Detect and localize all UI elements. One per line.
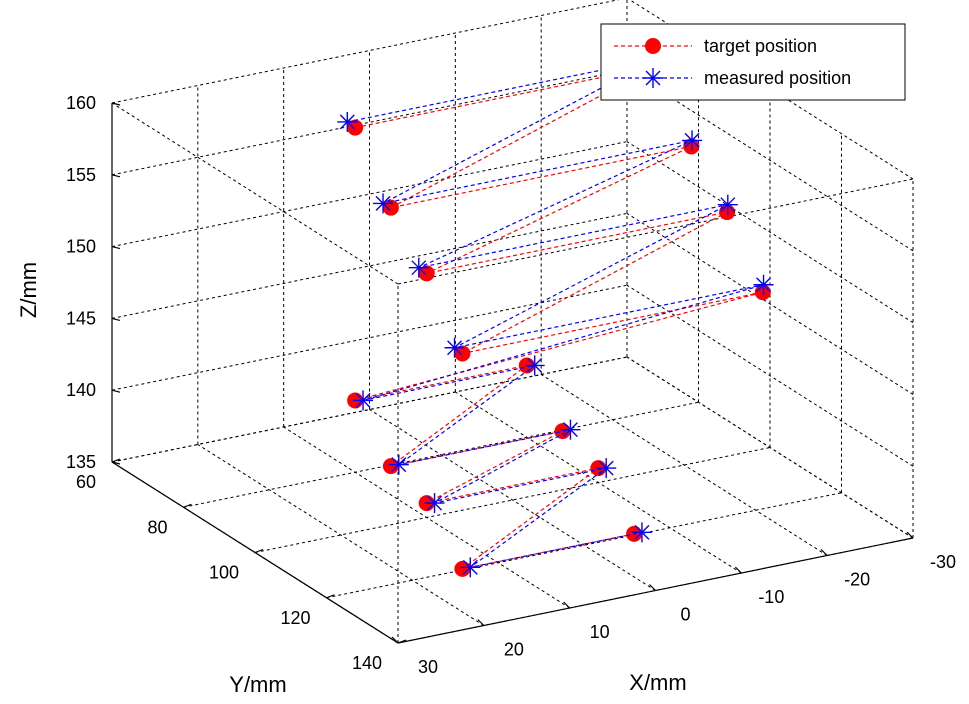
z-tick-mark [111,174,121,178]
z-tick-label: 135 [66,452,96,472]
y-tick-mark [326,594,335,599]
z-tick-label: 145 [66,308,96,328]
legend-label: measured position [704,68,851,88]
x-tick-label: 0 [680,605,690,625]
series-measured [337,48,774,578]
x-tick-label: -20 [844,570,870,590]
legend: target position measured position [600,23,906,101]
target-point [454,560,471,577]
z-tick-label: 140 [66,380,96,400]
series [337,48,774,578]
x-tick-mark [906,531,914,539]
y-tick-mark [254,548,264,554]
measured-point [560,419,581,440]
wall-grid-line [626,141,914,324]
y-tick-mark [397,639,407,644]
measured-point [337,111,358,132]
y-tick-label: 60 [76,472,96,492]
floor-grid-line [197,444,485,626]
x-tick-mark [734,566,742,574]
z-tick-label: 155 [66,165,96,185]
target-point [382,458,399,475]
z-tick-label: 150 [66,237,96,257]
y-tick-label: 100 [209,563,239,583]
legend-item: target position [614,36,817,56]
box-edge [111,102,399,285]
measured-point [631,522,652,543]
x-tick-label: 10 [590,622,610,642]
floor-grid-line [369,409,656,591]
box-edge [397,178,914,285]
axes [111,102,914,644]
wall-grid-line [626,284,914,467]
measured-point [373,193,394,214]
y-tick-mark [183,503,192,508]
legend-box [600,23,906,101]
x-tick-label: -30 [930,552,956,572]
series-line [355,65,763,570]
measured-point [424,493,445,514]
x-tick-mark [477,619,485,626]
x-tick-label: 20 [504,640,524,660]
x-tick-label: -10 [758,587,784,607]
x-axis-label: X/mm [629,670,686,695]
measured-point [353,390,374,411]
z-axis-label: Z/mm [16,262,41,318]
z-tick-mark [111,389,121,393]
z-tick-mark [111,317,121,321]
measured-point [682,130,703,151]
legend-marker [645,38,661,54]
target-point [719,204,736,221]
legend-item: measured position [614,68,851,88]
y-tick-label: 80 [147,517,167,537]
x-tick-mark [820,549,828,556]
target-point [382,199,399,216]
y-tick-mark [111,458,121,463]
series-line [347,58,764,568]
z-tick-mark [111,246,121,250]
measured-point [524,355,545,376]
legend-marker [643,68,663,88]
measured-point [388,454,409,475]
z-tick-mark [111,102,121,106]
x-tick-mark [649,584,656,591]
series-target [347,58,771,577]
measured-point [460,557,481,578]
wall-grid-line [626,212,914,395]
measured-point [717,194,738,215]
x-tick-mark [391,636,399,644]
z-tick-mark [111,461,121,465]
y-tick-label: 120 [280,608,310,628]
measured-point [753,274,774,295]
floor-grid-line [540,374,828,556]
legend-label: target position [704,36,817,56]
y-axis-label: Y/mm [229,672,286,697]
measured-point [596,458,617,479]
measured-point [444,337,465,358]
x-tick-label: 30 [418,657,438,677]
measured-point [408,257,429,278]
x-tick-mark [563,601,571,609]
wall-grid-line [111,69,628,176]
wall-grid-line [626,356,914,539]
y-tick-label: 140 [352,653,382,673]
z-tick-label: 160 [66,93,96,113]
